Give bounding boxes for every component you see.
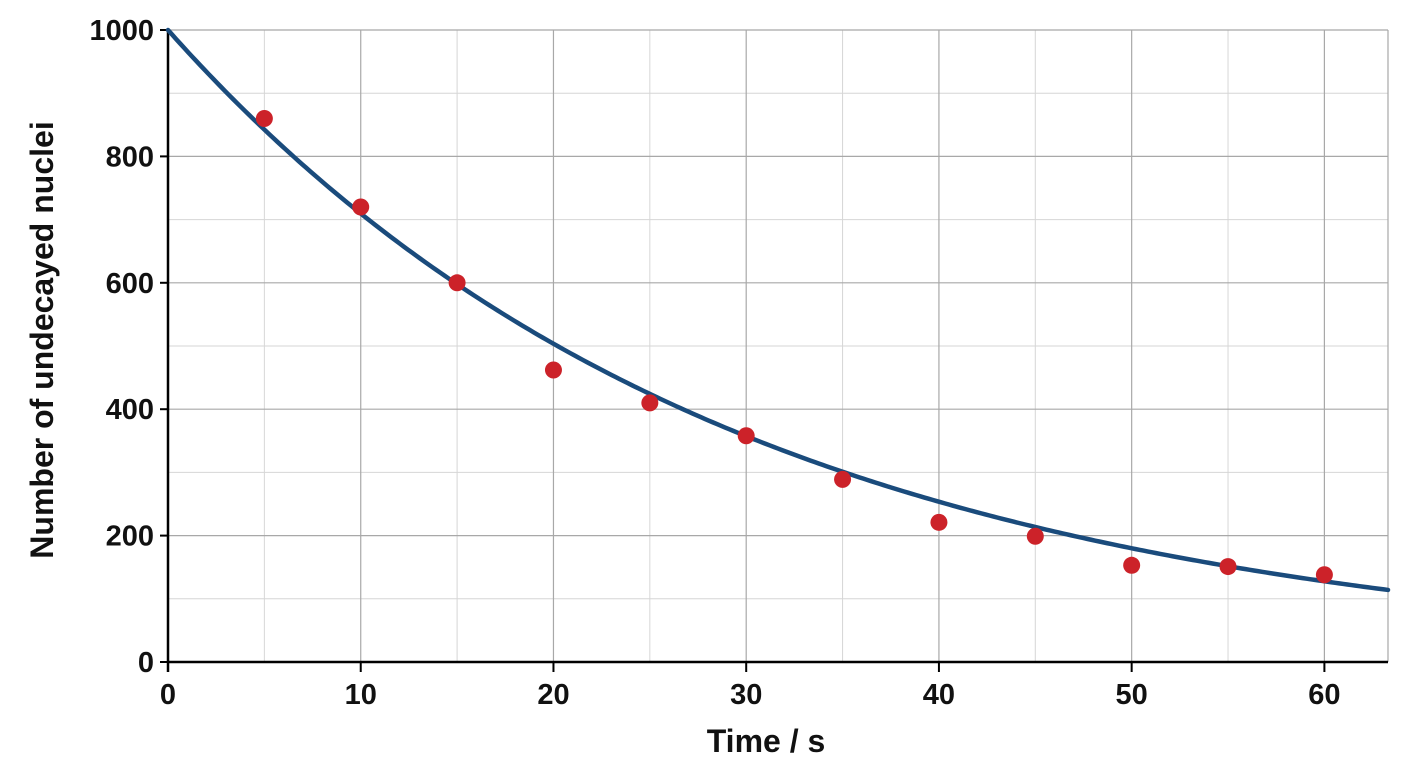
y-tick-label: 800 [106, 141, 154, 173]
y-tick-label: 400 [106, 394, 154, 426]
y-tick-label: 200 [106, 521, 154, 553]
data-point [641, 394, 659, 412]
x-tick-label: 60 [1308, 679, 1340, 711]
x-axis-title: Time / s [707, 723, 826, 759]
data-point [1026, 527, 1044, 545]
x-tick-label: 50 [1116, 679, 1148, 711]
data-point [352, 198, 370, 216]
y-tick-label: 0 [138, 647, 154, 679]
axes [160, 29, 1388, 672]
data-point [255, 109, 273, 127]
data-point [930, 513, 948, 531]
data-point [1219, 558, 1237, 576]
x-tick-label: 40 [923, 679, 955, 711]
data-point [1123, 556, 1141, 574]
x-tick-label: 0 [160, 679, 176, 711]
data-point [448, 274, 466, 292]
data-points [255, 109, 1333, 584]
y-tick-label: 1000 [89, 15, 154, 47]
x-tick-label: 30 [730, 679, 762, 711]
data-point [1315, 566, 1333, 584]
data-point [737, 427, 755, 445]
fit-curve-layer [165, 27, 1391, 593]
x-tick-label: 20 [537, 679, 569, 711]
decay-fit-curve [165, 27, 1391, 593]
data-point [544, 361, 562, 379]
x-tick-label: 10 [345, 679, 377, 711]
y-tick-label: 600 [106, 268, 154, 300]
data-point [834, 470, 852, 488]
grid [168, 29, 1389, 662]
y-axis-title: Number of undecayed nuclei [24, 121, 60, 558]
